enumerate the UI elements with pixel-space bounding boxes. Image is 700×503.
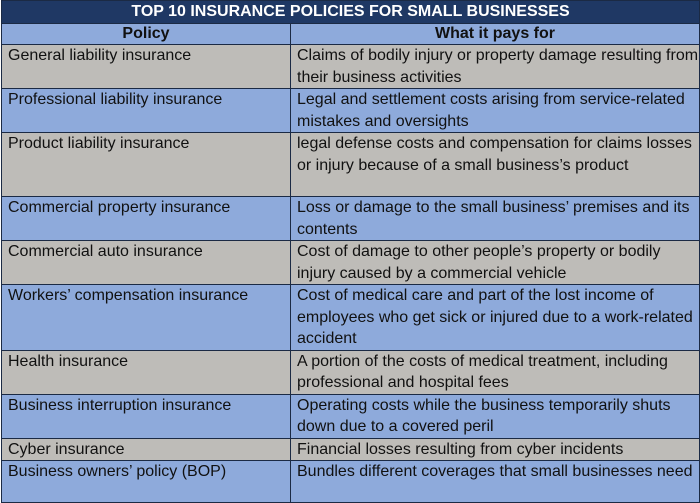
pays-for-cell: Cost of damage to other people’s propert…: [290, 240, 700, 285]
table-row: Commercial auto insurance Cost of damage …: [1, 240, 700, 285]
table-row: Product liability insurance legal defense…: [1, 132, 700, 197]
pays-for-cell: Financial losses resulting from cyber in…: [290, 437, 700, 461]
policy-cell: Business interruption insurance: [1, 393, 291, 439]
pays-for-cell: legal defense costs and compensation for…: [290, 132, 700, 197]
pays-for-cell: Legal and settlement costs arising from …: [290, 88, 700, 133]
policy-cell: General liability insurance: [1, 44, 291, 89]
table-row: Business interruption insurance Operating…: [1, 393, 700, 439]
table-row: Workers’ compensation insurance Cost of m…: [1, 284, 700, 351]
policy-cell: Product liability insurance: [1, 132, 291, 197]
policy-cell: Business owners’ policy (BOP): [1, 460, 291, 503]
pays-for-cell: Operating costs while the business tempo…: [290, 393, 700, 439]
policy-cell: Health insurance: [1, 349, 291, 395]
policy-cell: Commercial property insurance: [1, 196, 291, 241]
table-row: Health insurance A portion of the costs o…: [1, 349, 700, 395]
policy-cell: Professional liability insurance: [1, 88, 291, 133]
table-row: General liability insurance Claims of bod…: [1, 44, 700, 89]
policy-cell: Cyber insurance: [1, 437, 291, 461]
pays-for-cell: Claims of bodily injury or property dama…: [290, 44, 700, 89]
table-row: Business owners’ policy (BOP) Bundles dif…: [1, 460, 700, 503]
column-header-policy: Policy: [1, 23, 291, 45]
table-row: Cyber insurance Financial losses resultin…: [1, 437, 700, 461]
policy-cell: Commercial auto insurance: [1, 240, 291, 285]
pays-for-cell: A portion of the costs of medical treatm…: [290, 349, 700, 395]
table-title: TOP 10 INSURANCE POLICIES FOR SMALL BUSI…: [1, 0, 700, 24]
pays-for-cell: Loss or damage to the small business’ pr…: [290, 196, 700, 241]
policy-cell: Workers’ compensation insurance: [1, 284, 291, 351]
table-row: Professional liability insurance Legal an…: [1, 88, 700, 133]
table-row: Commercial property insurance Loss or dam…: [1, 196, 700, 241]
pays-for-cell: Cost of medical care and part of the los…: [290, 284, 700, 351]
pays-for-cell: Bundles different coverages that small b…: [290, 460, 700, 503]
column-header-pays-for: What it pays for: [290, 23, 700, 45]
